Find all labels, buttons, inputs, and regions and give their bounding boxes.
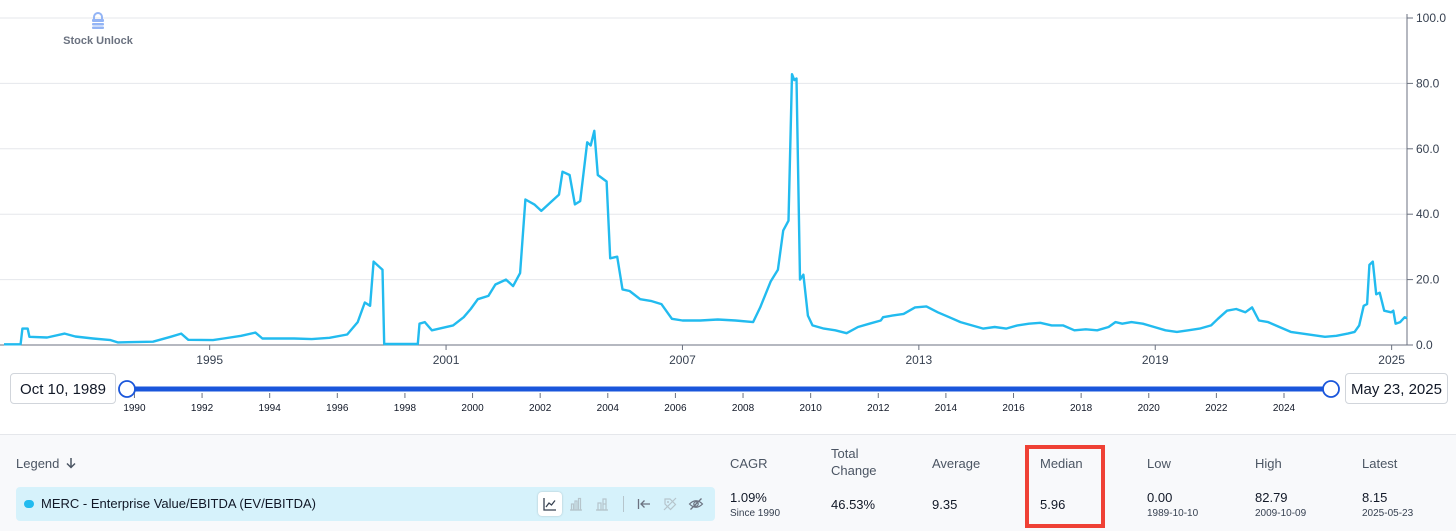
- ev-ebitda-series-line: [4, 72, 1408, 346]
- cagr-header: CAGR: [730, 456, 768, 471]
- range-start-handle[interactable]: [118, 380, 136, 398]
- end-date-box[interactable]: May 23, 2025: [1345, 373, 1448, 404]
- range-year-label: 2006: [664, 403, 687, 414]
- arrow-down-icon: [66, 458, 76, 469]
- line-chart-button[interactable]: [538, 492, 562, 516]
- median-highlight-box: [1025, 445, 1105, 528]
- lock-icon: [92, 12, 104, 29]
- high-value: 82.79: [1255, 490, 1288, 505]
- stacked-bar-button[interactable]: [590, 492, 614, 516]
- legend-header[interactable]: Legend: [16, 455, 77, 472]
- y-tick-label: 60.0: [1416, 142, 1440, 156]
- high-header: High: [1255, 456, 1282, 471]
- logo-text: Stock Unlock: [63, 35, 133, 47]
- line-chart-icon: [543, 498, 556, 511]
- x-tick-label: 2025: [1378, 353, 1405, 367]
- cagr-sub: Since 1990: [730, 508, 781, 519]
- average-value: 9.35: [932, 497, 958, 512]
- range-year-label: 2010: [800, 403, 823, 414]
- stock-unlock-logo: Stock Unlock: [58, 12, 138, 47]
- range-year-label: 2014: [935, 403, 958, 414]
- x-tick-label: 1995: [196, 353, 223, 367]
- range-year-label: 1994: [259, 403, 282, 414]
- x-tick-label: 2001: [433, 353, 460, 367]
- hide-labels-button[interactable]: [658, 492, 682, 516]
- high-sub: 2009-10-09: [1255, 508, 1307, 519]
- chart-gridlines: [0, 17, 1407, 346]
- eye-off-icon: [688, 498, 704, 510]
- ev-ebitda-line-chart: 0.0 20.0 40.0 60.0 80.0 100.0 1995 2001 2007 201…: [0, 11, 1446, 367]
- range-end-handle[interactable]: [1322, 380, 1340, 398]
- range-year-label: 2002: [529, 403, 552, 414]
- legend-header-label: Legend: [16, 456, 60, 471]
- range-year-label: 2008: [732, 403, 755, 414]
- stacked-bar-icon: [596, 498, 608, 511]
- latest-value: 8.15: [1362, 490, 1388, 505]
- range-year-label: 2018: [1070, 403, 1093, 414]
- median-value: 5.96: [1040, 497, 1066, 512]
- y-axis: 0.0 20.0 40.0 60.0 80.0 100.0: [1406, 11, 1446, 352]
- x-axis: 1995 2001 2007 2013 2019 2025: [0, 344, 1407, 367]
- align-left-icon: [637, 499, 650, 509]
- y-tick-label: 100.0: [1416, 11, 1446, 25]
- total-change-value: 46.53%: [831, 497, 876, 512]
- icon-divider: [623, 496, 624, 512]
- bar-chart-icon: [570, 497, 582, 511]
- range-year-label: 2016: [1002, 403, 1025, 414]
- legend-series-row[interactable]: MERC - Enterprise Value/EBITDA (EV/EBITD…: [16, 487, 715, 521]
- date-range-slider[interactable]: 1990 1992 1994 1996 1998 2000 2002 2004 2006 2008…: [0, 370, 1456, 420]
- range-year-label: 1998: [394, 403, 417, 414]
- bar-chart-button[interactable]: [564, 492, 588, 516]
- x-tick-label: 2007: [669, 353, 696, 367]
- range-year-label: 2000: [461, 403, 484, 414]
- range-year-label: 2022: [1205, 403, 1228, 414]
- y-tick-label: 20.0: [1416, 273, 1440, 287]
- average-header: Average: [932, 456, 981, 471]
- x-tick-label: 2013: [905, 353, 932, 367]
- range-year-label: 2024: [1273, 403, 1296, 414]
- series-color-dot: [24, 500, 34, 508]
- low-value: 0.00: [1147, 490, 1173, 505]
- low-header: Low: [1147, 456, 1171, 471]
- range-year-label: 2020: [1138, 403, 1161, 414]
- y-tick-label: 0.0: [1416, 338, 1433, 352]
- range-year-label: 2004: [597, 403, 620, 414]
- start-date-box[interactable]: Oct 10, 1989: [10, 373, 116, 404]
- range-year-label: 1996: [326, 403, 349, 414]
- range-year-label: 2012: [867, 403, 890, 414]
- latest-header: Latest: [1362, 456, 1398, 471]
- x-tick-label: 2019: [1142, 353, 1169, 367]
- hide-series-button[interactable]: [684, 492, 708, 516]
- tag-off-icon: [663, 497, 677, 511]
- y-tick-label: 80.0: [1416, 76, 1440, 90]
- total-change-header: Total Change: [831, 446, 877, 478]
- y-tick-label: 40.0: [1416, 207, 1440, 221]
- latest-sub: 2025-05-23: [1362, 508, 1414, 519]
- cagr-value: 1.09%: [730, 490, 767, 505]
- align-left-button[interactable]: [632, 492, 656, 516]
- median-header: Median: [1040, 456, 1083, 471]
- range-year-label: 1992: [191, 403, 214, 414]
- range-year-label: 1990: [123, 403, 146, 414]
- legend-stats-panel: Legend CAGR Total Change Average Median …: [0, 434, 1456, 531]
- low-sub: 1989-10-10: [1147, 508, 1199, 519]
- series-layer: [4, 72, 1408, 346]
- series-label: MERC - Enterprise Value/EBITDA (EV/EBITD…: [41, 496, 316, 511]
